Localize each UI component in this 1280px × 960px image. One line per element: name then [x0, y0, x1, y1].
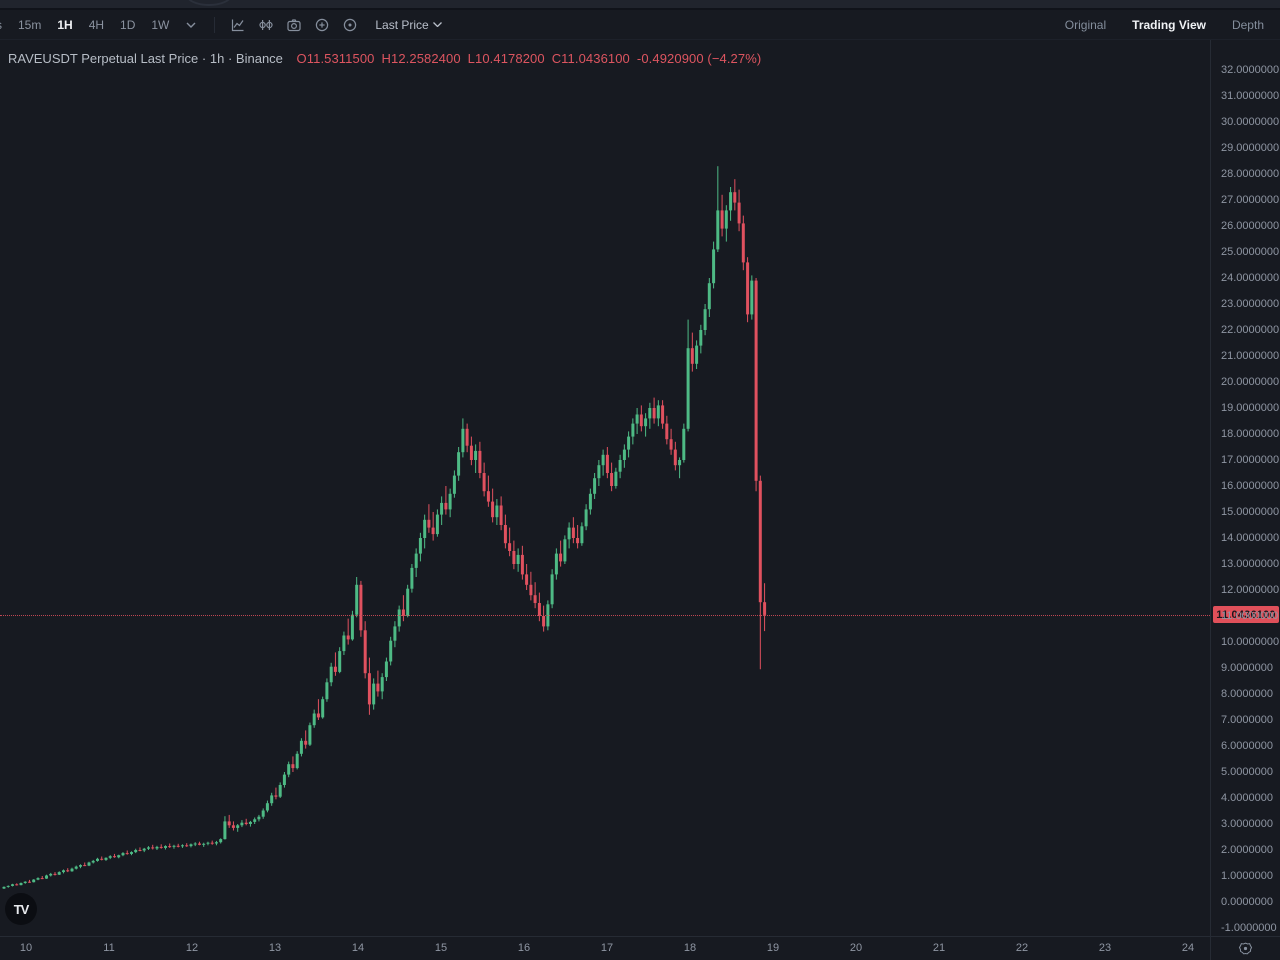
tab-trading-view[interactable]: Trading View: [1132, 17, 1206, 32]
chevron-down-icon: [432, 22, 442, 27]
toolbar-divider: [214, 16, 216, 33]
time-tick-label: 10: [19, 942, 33, 954]
time-tick-label: 23: [1098, 942, 1112, 954]
price-tick-label: 18.0000000: [1221, 428, 1280, 440]
time-tick-label: 16: [517, 942, 531, 954]
time-axis[interactable]: 10 11 12 13 14 15 16 17 18 19 20 21 22 23 24: [0, 936, 1210, 960]
price-tick-label: 21.0000000: [1221, 350, 1280, 362]
interval-button-1h[interactable]: 1H: [57, 17, 73, 32]
interval-button-4h[interactable]: 4H: [88, 17, 105, 32]
legend-change: -0.4920900 (−4.27%): [636, 51, 762, 66]
time-tick-label: 19: [766, 942, 780, 954]
zoom-in-icon[interactable]: [311, 14, 333, 36]
price-tick-label: 25.0000000: [1221, 246, 1280, 258]
price-tick-label: 8.0000000: [1221, 688, 1273, 700]
price-tick-label: 10.0000000: [1221, 636, 1280, 648]
time-tick-label: 18: [683, 942, 697, 954]
time-tick-label: 21: [932, 942, 946, 954]
interval-button-1w[interactable]: 1W: [151, 17, 170, 32]
axis-settings-corner: [1210, 936, 1280, 960]
price-tick-label: 3.0000000: [1221, 818, 1273, 830]
chart-pane[interactable]: RAVEUSDT Perpetual Last Price · 1h · Bin…: [0, 40, 1210, 936]
price-tick-label: 5.0000000: [1221, 766, 1273, 778]
price-tick-label: 32.0000000: [1221, 64, 1280, 76]
time-tick-label: 24: [1181, 942, 1195, 954]
price-tick-label: 14.0000000: [1221, 532, 1280, 544]
price-tick-label: 7.0000000: [1221, 714, 1273, 726]
price-tick-label: 27.0000000: [1221, 194, 1280, 206]
price-tick-label: 29.0000000: [1221, 142, 1280, 154]
indicators-icon[interactable]: [227, 14, 249, 36]
price-tick-label: 12.0000000: [1221, 584, 1280, 596]
legend-open: O11.5311500: [296, 51, 375, 66]
tab-depth[interactable]: Depth: [1231, 17, 1264, 32]
price-tick-label: 1.0000000: [1221, 870, 1273, 882]
price-tick-label: -1.0000000: [1221, 922, 1277, 934]
time-tick-label: 22: [1015, 942, 1029, 954]
price-tick-label: 2.0000000: [1221, 844, 1273, 856]
time-tick-label: 13: [268, 942, 282, 954]
tradingview-logo[interactable]: TV: [5, 893, 37, 925]
price-tick-label: 30.0000000: [1221, 116, 1280, 128]
price-tick-label: 9.0000000: [1221, 662, 1273, 674]
compare-icon[interactable]: [255, 14, 277, 36]
interval-button-15m[interactable]: 15m: [18, 17, 42, 32]
price-tick-label: 6.0000000: [1221, 740, 1273, 752]
top-strip: [0, 0, 1280, 10]
price-tick-label: 24.0000000: [1221, 272, 1280, 284]
price-tick-label: 13.0000000: [1221, 558, 1280, 570]
price-tick-label: 20.0000000: [1221, 376, 1280, 388]
price-tick-label: 31.0000000: [1221, 90, 1280, 102]
legend-symbol: RAVEUSDT Perpetual Last Price · 1h · Bin…: [8, 51, 283, 66]
interval-button-1d[interactable]: 1D: [120, 17, 136, 32]
price-tick-label: 17.0000000: [1221, 454, 1280, 466]
price-source-label: Last Price: [375, 17, 429, 32]
time-tick-label: 11: [103, 942, 115, 954]
legend-ohlc-values: O11.5311500 H12.2582400 L10.4178200 C11.043…: [297, 51, 769, 66]
screenshot-icon[interactable]: [283, 14, 305, 36]
price-tick-label: 0.0000000: [1221, 896, 1273, 908]
price-source-dropdown[interactable]: Last Price: [375, 17, 442, 32]
price-tick-label: 22.0000000: [1221, 324, 1280, 336]
price-tick-label: 23.0000000: [1221, 298, 1280, 310]
chevron-down-icon[interactable]: [180, 14, 202, 36]
price-tick-label: 16.0000000: [1221, 480, 1280, 492]
candlestick-svg: [2, 166, 767, 889]
tab-original[interactable]: Original: [1064, 17, 1107, 32]
gear-icon[interactable]: [1238, 941, 1253, 956]
cropped-ui-fragment: [186, 0, 232, 6]
legend-low: L10.4178200: [467, 51, 545, 66]
chart-toolbar: s 15m 1H 4H 1D 1W: [0, 10, 1280, 40]
time-tick-label: 17: [600, 942, 614, 954]
chart-legend: RAVEUSDT Perpetual Last Price · 1h · Bin…: [8, 51, 768, 66]
price-tick-label: 28.0000000: [1221, 168, 1280, 180]
tradingview-logo-text: TV: [13, 901, 30, 917]
time-tick-label: 15: [434, 942, 448, 954]
toolbar-left-group: s 15m 1H 4H 1D 1W: [0, 10, 442, 39]
reset-view-icon[interactable]: [339, 14, 361, 36]
price-tick-label: 26.0000000: [1221, 220, 1280, 232]
price-tick-label: 11.0000000: [1221, 610, 1279, 622]
toolbar-right-group: Original Trading View Depth: [1065, 18, 1280, 32]
price-tick-label: 19.0000000: [1221, 402, 1280, 414]
price-axis[interactable]: 11.0436100 32.0000000 31.0000000 30.000000…: [1210, 40, 1280, 936]
interval-button-cropped[interactable]: s: [0, 15, 7, 35]
legend-high: H12.2582400: [381, 51, 461, 66]
legend-close: C11.0436100: [551, 51, 630, 66]
last-price-marker: 11.0436100: [1213, 606, 1279, 623]
time-tick-label: 14: [351, 942, 365, 954]
last-price-line: [0, 615, 1210, 616]
price-tick-label: 15.0000000: [1221, 506, 1280, 518]
time-tick-label: 20: [849, 942, 863, 954]
price-tick-label: 4.0000000: [1221, 792, 1273, 804]
time-tick-label: 12: [185, 942, 199, 954]
